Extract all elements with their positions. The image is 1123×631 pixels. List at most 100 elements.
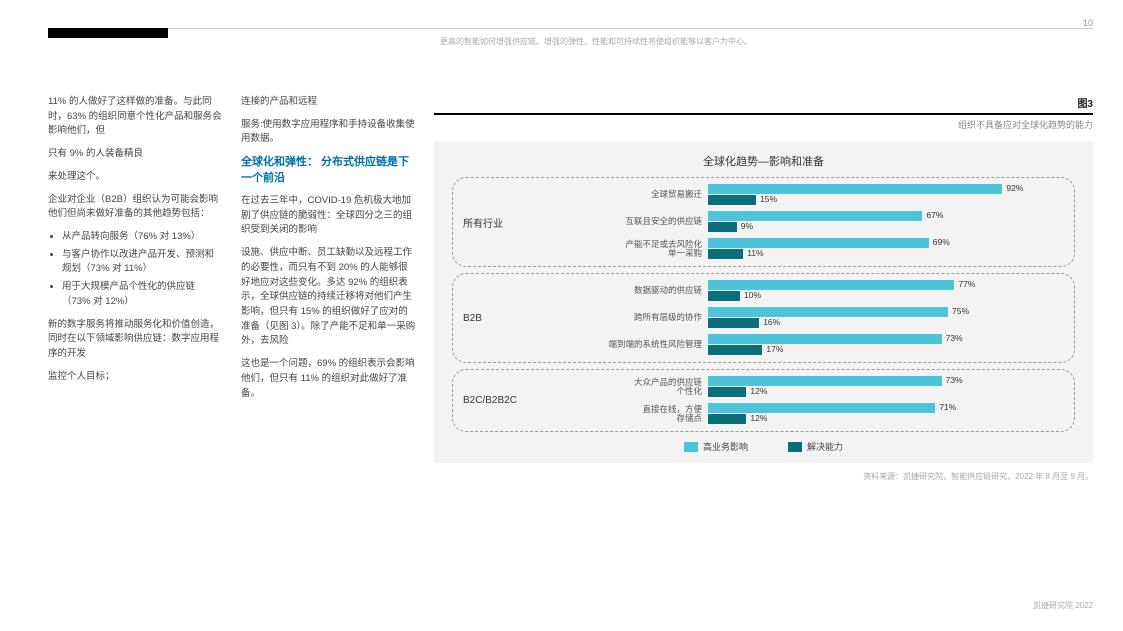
bar-item: 跨所有层级的协作 75% 16% — [568, 307, 1064, 329]
group-bars: 大众产品的供应链个性化 73% 12% 直接在线，方便存储点 71% 12% — [568, 376, 1064, 425]
bar-value: 10% — [744, 290, 772, 300]
bar-impact: 69% — [708, 238, 1028, 248]
legend-swatch-icon — [684, 442, 698, 452]
chart-group: 所有行业全球贸易搬迁92%15%互联且安全的供应链67%9%产能不足或去风险化单… — [452, 177, 1075, 267]
group-label: B2B — [463, 313, 558, 324]
text-column-1: 11% 的人做好了这样做的准备。与此同时，63% 的组织同意个性化产品和服务会影… — [48, 95, 223, 482]
bar-value: 73% — [946, 333, 974, 343]
bar-value: 11% — [747, 248, 775, 258]
chart-title: 全球化趋势—影响和准备 — [452, 153, 1075, 169]
bar-value: 77% — [958, 279, 986, 289]
figure-subtitle: 组织不具备应对全球化趋势的能力 — [434, 118, 1093, 131]
chart-legend: 高业务影响 解决能力 — [452, 440, 1075, 453]
para: 设施、供应中断、员工缺勤以及远程工作的必要性，而只有不到 20% 的人能够很好地… — [241, 246, 416, 349]
bar-value: 12% — [750, 386, 778, 396]
bar-label: 数据驱动的供应链 — [568, 286, 708, 295]
bar-item: 产能不足或去风险化单一采购 69% 11% — [568, 238, 1064, 260]
para: 监控个人目标； — [48, 370, 223, 385]
bar-value: 16% — [763, 317, 791, 327]
chart-source: 资料来源：凯捷研究院，智能供应链研究，2022 年 8 月至 9 月。 — [434, 471, 1093, 482]
bar-value: 15% — [760, 194, 788, 204]
bar-ability: 10% — [708, 291, 1028, 301]
chart-groups: 所有行业全球贸易搬迁92%15%互联且安全的供应链67%9%产能不足或去风险化单… — [452, 177, 1075, 432]
bar-impact: 71% — [708, 403, 1028, 413]
bar-item: 数据驱动的供应链 77% 10% — [568, 280, 1064, 302]
para: 新的数字服务将推动服务化和价值创造，同时在以下领域影响供应链：数字应用程序的开发 — [48, 318, 223, 362]
content-row: 11% 的人做好了这样做的准备。与此同时，63% 的组织同意个性化产品和服务会影… — [48, 95, 1093, 482]
bar-impact: 67% — [708, 211, 1028, 221]
bar-impact: 73% — [708, 376, 1028, 386]
header-subtitle: 更高的智能如何增强供应链。增强的弹性、性能和可持续性将使组织能够以客户为中心。 — [440, 36, 752, 47]
bar-track: 92%15% — [708, 184, 1028, 206]
bar-track: 71% 12% — [708, 403, 1028, 425]
list-item: 与客户协作以改进产品开发、预测和规划（73% 对 11%） — [62, 248, 223, 277]
chart-group: B2B 数据驱动的供应链 77% 10% 跨所有层级的协作 75% 16% 端到端的系统性风险… — [452, 273, 1075, 363]
bar-value: 75% — [952, 306, 980, 316]
para: 11% 的人做好了这样做的准备。与此同时，63% 的组织同意个性化产品和服务会影… — [48, 95, 223, 139]
page-number: 10 — [1083, 18, 1093, 28]
bar-track: 73% 17% — [708, 334, 1028, 356]
list-item: 用于大规模产品个性化的供应链（73% 对 12%） — [62, 280, 223, 309]
para: 在过去三年中，COVID-19 危机极大地加剧了供应链的脆弱性：全球四分之三的组… — [241, 194, 416, 238]
bar-value: 92% — [1006, 183, 1034, 193]
para: 连接的产品和远程 — [241, 95, 416, 110]
chart-group: B2C/B2B2C 大众产品的供应链个性化 73% 12% 直接在线，方便存储点 71% 1… — [452, 369, 1075, 432]
bar-label: 端到端的系统性风险管理 — [568, 340, 708, 349]
bar-track: 77% 10% — [708, 280, 1028, 302]
bar-value: 9% — [741, 221, 769, 231]
bar-ability: 15% — [708, 195, 1028, 205]
bar-ability: 12% — [708, 414, 1028, 424]
bar-item: 端到端的系统性风险管理 73% 17% — [568, 334, 1064, 356]
bar-impact: 73% — [708, 334, 1028, 344]
bar-ability: 11% — [708, 249, 1028, 259]
section-heading: 全球化和弹性： 分布式供应链是下一个前沿 — [241, 155, 416, 186]
para: 企业对企业（B2B）组织认为可能会影响他们但尚未做好准备的其他趋势包括： — [48, 193, 223, 222]
chart-container: 全球化趋势—影响和准备 所有行业全球贸易搬迁92%15% 互联且安全的供应链67%… — [434, 141, 1093, 463]
bar-item: 大众产品的供应链个性化 73% 12% — [568, 376, 1064, 398]
para: 只有 9% 的人装备精良 — [48, 147, 223, 162]
para: 服务:使用数字应用程序和手持设备收集使用数据。 — [241, 118, 416, 147]
bar-track: 67%9% — [708, 211, 1028, 233]
legend-item-ability: 解决能力 — [788, 440, 843, 453]
bar-ability: 12% — [708, 387, 1028, 397]
bar-track: 75% 16% — [708, 307, 1028, 329]
legend-swatch-icon — [788, 442, 802, 452]
bar-track: 73% 12% — [708, 376, 1028, 398]
bar-impact: 77% — [708, 280, 1028, 290]
bar-value: 71% — [939, 402, 967, 412]
legend-label: 高业务影响 — [703, 440, 748, 453]
bar-label: 直接在线，方便存储点 — [568, 405, 708, 424]
bar-value: 12% — [750, 413, 778, 423]
bar-label: 大众产品的供应链个性化 — [568, 378, 708, 397]
page-footer: 凯捷研究院 2022 — [1033, 600, 1093, 611]
bar-value: 69% — [933, 237, 961, 247]
list-item: 从产品转向服务（76% 对 13%） — [62, 230, 223, 245]
bar-ability: 9% — [708, 222, 1028, 232]
figure-area: 图3 组织不具备应对全球化趋势的能力 全球化趋势—影响和准备 所有行业全球贸易搬… — [434, 95, 1093, 482]
bullet-list: 从产品转向服务（76% 对 13%） 与客户协作以改进产品开发、预测和规划（73… — [48, 230, 223, 310]
group-label: B2C/B2B2C — [463, 395, 558, 406]
bar-impact: 75% — [708, 307, 1028, 317]
bar-ability: 17% — [708, 345, 1028, 355]
para: 来处理这个。 — [48, 170, 223, 185]
top-rule — [48, 28, 1093, 29]
bar-value: 17% — [766, 344, 794, 354]
figure-rule — [434, 113, 1093, 115]
group-bars: 全球贸易搬迁92%15%互联且安全的供应链67%9%产能不足或去风险化单一采购6… — [568, 184, 1064, 260]
bar-label: 产能不足或去风险化单一采购 — [568, 240, 708, 259]
header-black-block — [48, 28, 168, 38]
bar-item: 全球贸易搬迁92%15% — [568, 184, 1064, 206]
text-column-2: 连接的产品和远程 服务:使用数字应用程序和手持设备收集使用数据。 全球化和弹性：… — [241, 95, 416, 482]
bar-label: 跨所有层级的协作 — [568, 313, 708, 322]
bar-impact: 92% — [708, 184, 1028, 194]
bar-item: 直接在线，方便存储点 71% 12% — [568, 403, 1064, 425]
bar-item: 互联且安全的供应链67%9% — [568, 211, 1064, 233]
bar-ability: 16% — [708, 318, 1028, 328]
bar-label: 互联且安全的供应链 — [568, 217, 708, 226]
group-label: 所有行业 — [463, 215, 558, 230]
bar-track: 69% 11% — [708, 238, 1028, 260]
legend-item-impact: 高业务影响 — [684, 440, 748, 453]
figure-label: 图3 — [434, 95, 1093, 110]
group-bars: 数据驱动的供应链77%10%跨所有层级的协作75%16%端到端的系统性风险管理7… — [568, 280, 1064, 356]
bar-value: 73% — [946, 375, 974, 385]
